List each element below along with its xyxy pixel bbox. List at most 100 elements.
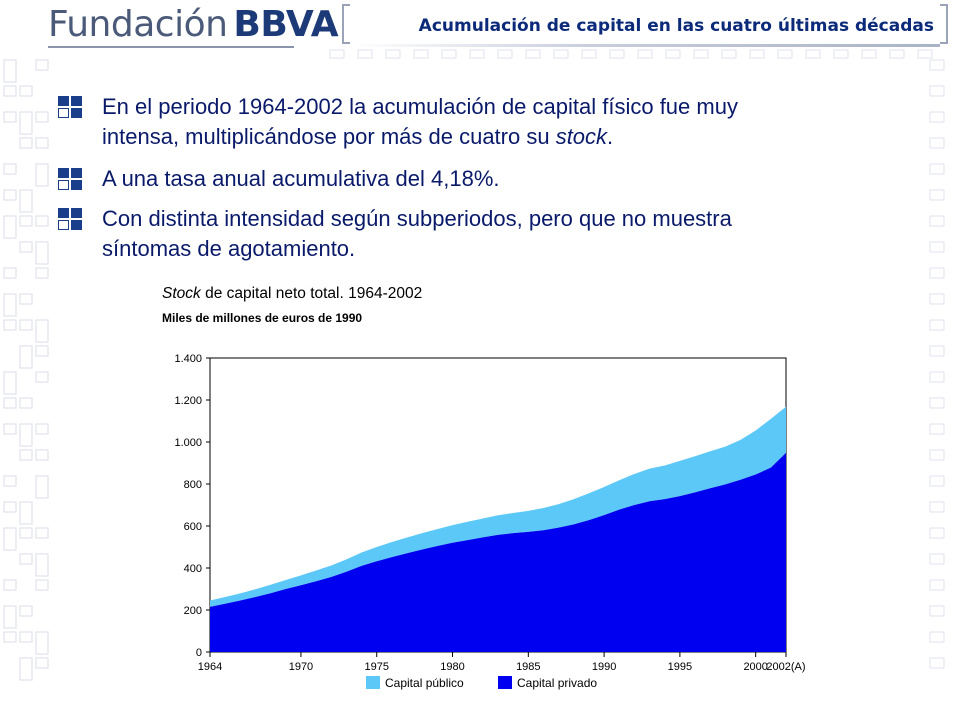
y-tick-label: 0 (196, 647, 202, 659)
pattern-square (19, 85, 33, 97)
pattern-square (3, 579, 17, 591)
x-tick-label: 1990 (592, 661, 616, 673)
bullet-1-line-2-text: intensa, multiplicándose por más de cuat… (102, 124, 556, 149)
pattern-square (777, 49, 793, 59)
pattern-square (19, 215, 33, 227)
legend-item-publico: Capital público (366, 676, 464, 690)
pattern-square (19, 423, 33, 447)
bullet-3-text: Con distinta intensidad según subperiodo… (102, 204, 902, 264)
pattern-square (805, 49, 821, 59)
pattern-square (929, 397, 945, 409)
pattern-square (929, 371, 945, 383)
pattern-square (19, 319, 33, 331)
bullet-3-line-1: Con distinta intensidad según subperiodo… (102, 206, 732, 231)
pattern-square (929, 579, 945, 591)
legend-label-publico: Capital público (385, 676, 464, 690)
pattern-square (413, 49, 429, 59)
area-capital-publico (210, 406, 786, 607)
bullet-1-text: En el periodo 1964-2002 la acumulación d… (102, 92, 902, 152)
pattern-square (469, 49, 485, 59)
pattern-square (19, 137, 33, 149)
pattern-square (35, 579, 49, 591)
pattern-square (693, 49, 709, 59)
bullet-1-line-2: intensa, multiplicándose por más de cuat… (102, 122, 902, 152)
stock-capital-chart: 0 200 400 600 800 1.000 1.200 1.400 1964 1970 1975… (174, 353, 805, 673)
bullet-1-italic: stock (555, 124, 608, 149)
pattern-square (35, 345, 49, 357)
header-underline (352, 44, 940, 47)
pattern-square (665, 49, 681, 59)
pattern-square (441, 49, 457, 59)
pattern-square (553, 49, 569, 59)
pattern-square (35, 423, 49, 435)
pattern-square (609, 49, 625, 59)
logo-text: Fundación (48, 4, 228, 45)
pattern-square (929, 345, 945, 357)
pattern-square (3, 163, 17, 175)
x-tick-label: 1975 (364, 661, 388, 673)
pattern-square (19, 189, 33, 213)
pattern-square (35, 59, 49, 71)
pattern-square (929, 475, 945, 487)
bullet-squares-icon (58, 208, 82, 230)
x-tick-label: 1985 (516, 661, 540, 673)
bullet-squares-icon (58, 96, 82, 118)
pattern-square (3, 631, 17, 643)
pattern-square (35, 527, 49, 539)
pattern-square (35, 111, 49, 123)
pattern-square (35, 657, 49, 669)
legend-swatch-privado (498, 676, 512, 689)
pattern-square (329, 49, 345, 59)
y-tick-label: 1.400 (174, 353, 202, 365)
pattern-square (3, 501, 17, 513)
x-tick-label: 1995 (668, 661, 692, 673)
logo-underline (48, 46, 294, 48)
pattern-square (929, 163, 945, 175)
pattern-square (929, 449, 945, 461)
pattern-square (19, 397, 33, 409)
logo-brand: BBVA (233, 4, 339, 45)
pattern-square (525, 49, 541, 59)
bullet-1-period: . (607, 124, 614, 149)
y-tick-label: 400 (184, 563, 202, 575)
pattern-square (929, 293, 945, 305)
pattern-square (929, 553, 945, 565)
fundacion-bbva-logo: Fundación BBVA (48, 4, 339, 45)
pattern-square (929, 319, 945, 331)
pattern-square (889, 49, 905, 59)
pattern-square (19, 605, 33, 617)
x-tick-label: 1980 (440, 661, 464, 673)
pattern-square (861, 49, 877, 59)
y-tick-label: 1.200 (174, 395, 202, 407)
bullet-squares-icon (58, 168, 82, 190)
x-tick-label: 2000 (743, 661, 767, 673)
pattern-square (3, 605, 17, 629)
pattern-square (929, 189, 945, 201)
x-tick-label: 2002(A) (766, 661, 805, 673)
pattern-square (19, 293, 33, 305)
pattern-square (19, 449, 33, 461)
pattern-square (3, 189, 17, 201)
pattern-square (35, 241, 49, 265)
y-tick-label: 200 (184, 605, 202, 617)
chart-title-italic: Stock (162, 285, 201, 302)
x-tick-label: 1970 (289, 661, 313, 673)
pattern-square (929, 605, 945, 617)
chart-title-rest: de capital neto total. 1964-2002 (200, 285, 423, 302)
pattern-square (3, 371, 17, 395)
pattern-square (385, 49, 401, 59)
pattern-square (35, 137, 49, 149)
pattern-square (581, 49, 597, 59)
pattern-square (35, 449, 49, 461)
pattern-square (35, 267, 49, 279)
x-tick-label: 1964 (198, 661, 222, 673)
pattern-square (35, 475, 49, 499)
pattern-square (35, 371, 49, 383)
pattern-square (19, 111, 33, 135)
chart-subtitle: Miles de millones de euros de 1990 (162, 311, 363, 325)
pattern-square (35, 319, 49, 343)
pattern-square (19, 631, 33, 643)
pattern-square (721, 49, 737, 59)
pattern-square (929, 267, 945, 279)
